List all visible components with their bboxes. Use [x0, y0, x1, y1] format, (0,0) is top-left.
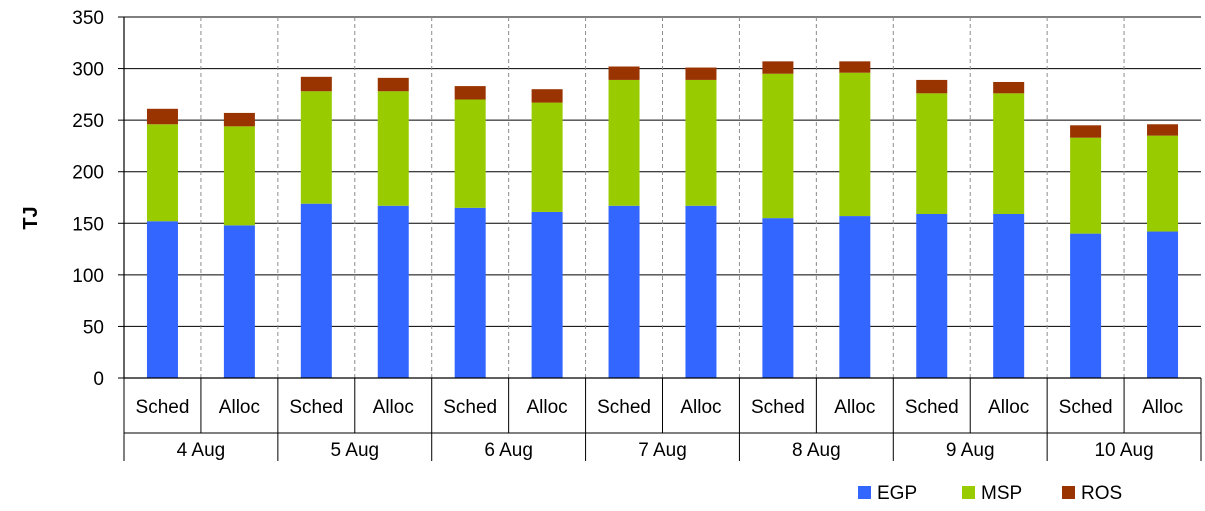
sub-category-label: Alloc [527, 397, 568, 418]
y-tick-label: 200 [72, 163, 104, 184]
legend-swatch-msp [962, 486, 975, 499]
bar-msp-8-aug-sched [762, 73, 794, 219]
bar-ros-7-aug-sched [608, 66, 640, 80]
bar-egp-5-aug-alloc [377, 205, 409, 378]
bar-ros-5-aug-sched [300, 76, 332, 92]
bar-msp-7-aug-sched [608, 79, 640, 206]
bar-egp-7-aug-alloc [685, 205, 717, 378]
y-tick-label: 250 [72, 111, 104, 132]
y-tick-label: 300 [72, 60, 104, 81]
bar-ros-9-aug-sched [916, 79, 948, 94]
bar-msp-8-aug-alloc [839, 72, 871, 217]
sub-category-label: Alloc [373, 397, 414, 418]
sub-category-label: Alloc [680, 397, 721, 418]
bar-ros-6-aug-alloc [531, 89, 563, 103]
bar-egp-4-aug-alloc [223, 225, 255, 378]
bar-msp-7-aug-alloc [685, 79, 717, 206]
legend-swatch-ros [1062, 486, 1075, 499]
bar-egp-4-aug-sched [146, 221, 178, 378]
sub-category-label: Sched [443, 397, 497, 418]
sub-category-label: Sched [597, 397, 651, 418]
bar-egp-6-aug-alloc [531, 211, 563, 378]
bar-ros-10-aug-alloc [1147, 124, 1179, 136]
y-tick-label: 50 [83, 317, 104, 338]
sub-category-label: Sched [136, 397, 190, 418]
bar-ros-4-aug-alloc [223, 112, 255, 127]
bar-egp-6-aug-sched [454, 207, 486, 378]
bar-ros-4-aug-sched [146, 108, 178, 125]
bar-egp-5-aug-sched [300, 203, 332, 378]
bar-msp-4-aug-alloc [223, 126, 255, 226]
bar-egp-8-aug-sched [762, 218, 794, 378]
group-label: 4 Aug [177, 440, 226, 461]
bar-ros-9-aug-alloc [993, 81, 1025, 94]
y-tick-label: 150 [72, 214, 104, 235]
sub-category-label: Alloc [1142, 397, 1183, 418]
y-tick-label: 0 [93, 369, 104, 390]
legend-label-msp: MSP [981, 483, 1022, 504]
y-tick-label: 350 [72, 8, 104, 29]
bar-ros-8-aug-alloc [839, 61, 871, 73]
y-axis-label: TJ [20, 206, 42, 229]
group-label: 9 Aug [946, 440, 995, 461]
bars [146, 61, 1179, 378]
bar-egp-7-aug-sched [608, 205, 640, 378]
group-label: 10 Aug [1094, 440, 1153, 461]
y-tick-label: 100 [72, 266, 104, 287]
bar-ros-7-aug-alloc [685, 67, 717, 80]
group-label: 6 Aug [484, 440, 533, 461]
bar-msp-9-aug-sched [916, 93, 948, 215]
bar-msp-4-aug-sched [146, 124, 178, 222]
bar-ros-6-aug-sched [454, 86, 486, 100]
bar-msp-6-aug-alloc [531, 102, 563, 212]
sub-category-label: Alloc [219, 397, 260, 418]
x-category-labels: Sched Alloc Sched Alloc Sched Alloc Sched Alloc… [136, 397, 1184, 461]
bar-msp-5-aug-sched [300, 91, 332, 204]
bar-msp-10-aug-sched [1070, 137, 1102, 234]
legend-swatch-egp [858, 486, 871, 499]
bar-msp-9-aug-alloc [993, 93, 1025, 215]
bar-egp-10-aug-sched [1070, 233, 1102, 378]
sub-category-label: Sched [289, 397, 343, 418]
sub-category-label: Alloc [834, 397, 875, 418]
bar-egp-8-aug-alloc [839, 216, 871, 378]
group-label: 8 Aug [792, 440, 841, 461]
legend: EGP MSP ROS [858, 483, 1122, 504]
gridlines [124, 16, 1201, 378]
legend-label-egp: EGP [877, 483, 917, 504]
sub-category-label: Sched [1059, 397, 1113, 418]
sub-category-label: Sched [751, 397, 805, 418]
legend-label-ros: ROS [1081, 483, 1122, 504]
bar-ros-5-aug-alloc [377, 77, 409, 92]
bar-msp-10-aug-alloc [1147, 135, 1179, 232]
axes [118, 16, 1202, 461]
bar-egp-10-aug-alloc [1147, 231, 1179, 378]
sub-category-label: Sched [905, 397, 959, 418]
bar-msp-5-aug-alloc [377, 91, 409, 206]
group-label: 5 Aug [330, 440, 379, 461]
bar-egp-9-aug-sched [916, 214, 948, 378]
bar-egp-9-aug-alloc [993, 214, 1025, 378]
sub-category-label: Alloc [988, 397, 1029, 418]
bar-msp-6-aug-sched [454, 99, 486, 208]
group-label: 7 Aug [638, 440, 687, 461]
bar-ros-10-aug-sched [1070, 125, 1102, 138]
y-tick-labels: 0 50 100 150 200 250 300 350 [72, 8, 104, 390]
bar-ros-8-aug-sched [762, 61, 794, 74]
